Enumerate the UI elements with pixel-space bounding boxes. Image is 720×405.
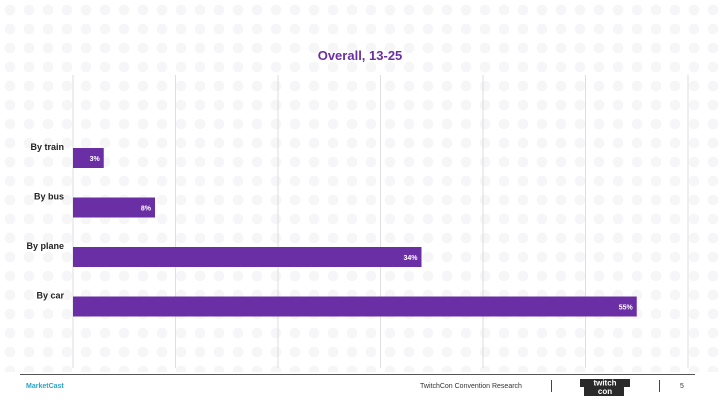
bar-chart: Overall, 13-25 By train 3% By bus 8% By plan… [26,48,689,368]
data-label: 34% [403,255,418,262]
svg-text:twitch: twitch [593,379,616,388]
page-number: 5 [680,383,684,390]
data-label: 8% [141,206,152,213]
footer-separator [659,380,660,392]
footer-divider [20,374,695,375]
brand-name: MarketCast [26,383,64,390]
category-label: By car [36,291,64,301]
bar-by-train [73,148,104,168]
chart-title: Overall, 13-25 [318,48,403,63]
data-label: 55% [619,305,634,312]
bars-group: By train 3% By bus 8% By plane 34% By car 55% [26,142,637,317]
category-label: By plane [26,241,64,251]
svg-text:con: con [598,387,612,396]
data-label: 3% [90,156,101,163]
bar-by-plane [73,247,422,267]
bar-by-car [73,296,637,317]
bar-by-bus [73,197,155,218]
footer-separator [551,380,552,392]
category-label: By train [30,142,64,152]
footer-title: TwitchCon Convention Research [420,383,522,390]
twitchcon-logo-icon: twitch con [580,379,630,396]
category-label: By bus [34,192,64,202]
gridlines [72,75,689,368]
